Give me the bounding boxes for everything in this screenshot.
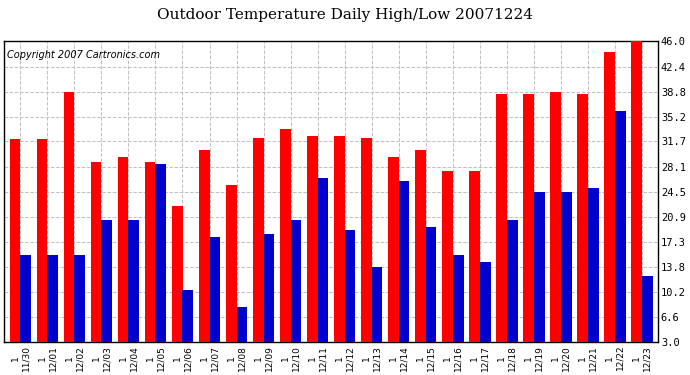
- Bar: [426, 226, 437, 363]
- Bar: [534, 192, 544, 363]
- Text: Outdoor Temperature Daily High/Low 20071224: Outdoor Temperature Daily High/Low 20071…: [157, 8, 533, 21]
- Bar: [480, 262, 491, 363]
- Bar: [210, 237, 220, 363]
- Bar: [226, 185, 237, 363]
- Bar: [561, 192, 571, 363]
- Bar: [415, 150, 426, 363]
- Bar: [290, 220, 302, 363]
- Bar: [615, 111, 626, 363]
- Bar: [506, 220, 518, 363]
- Bar: [317, 178, 328, 363]
- Text: Copyright 2007 Cartronics.com: Copyright 2007 Cartronics.com: [8, 50, 161, 60]
- Bar: [37, 139, 48, 363]
- Bar: [399, 181, 409, 363]
- Bar: [372, 267, 382, 363]
- Bar: [101, 220, 112, 363]
- Bar: [361, 138, 372, 363]
- Bar: [63, 92, 75, 363]
- Bar: [279, 129, 290, 363]
- Bar: [199, 150, 210, 363]
- Bar: [388, 157, 399, 363]
- Bar: [237, 307, 247, 363]
- Bar: [588, 188, 599, 363]
- Bar: [145, 162, 155, 363]
- Bar: [523, 94, 534, 363]
- Bar: [128, 220, 139, 363]
- Bar: [172, 206, 182, 363]
- Bar: [48, 255, 58, 363]
- Bar: [75, 255, 86, 363]
- Bar: [631, 41, 642, 363]
- Bar: [442, 171, 453, 363]
- Bar: [642, 276, 653, 363]
- Bar: [334, 136, 344, 363]
- Bar: [155, 164, 166, 363]
- Bar: [118, 157, 128, 363]
- Bar: [182, 290, 193, 363]
- Bar: [21, 255, 31, 363]
- Bar: [307, 136, 317, 363]
- Bar: [577, 94, 588, 363]
- Bar: [344, 230, 355, 363]
- Bar: [496, 94, 506, 363]
- Bar: [550, 92, 561, 363]
- Bar: [253, 138, 264, 363]
- Bar: [264, 234, 275, 363]
- Bar: [604, 52, 615, 363]
- Bar: [90, 162, 101, 363]
- Bar: [10, 139, 21, 363]
- Bar: [469, 171, 480, 363]
- Bar: [453, 255, 464, 363]
